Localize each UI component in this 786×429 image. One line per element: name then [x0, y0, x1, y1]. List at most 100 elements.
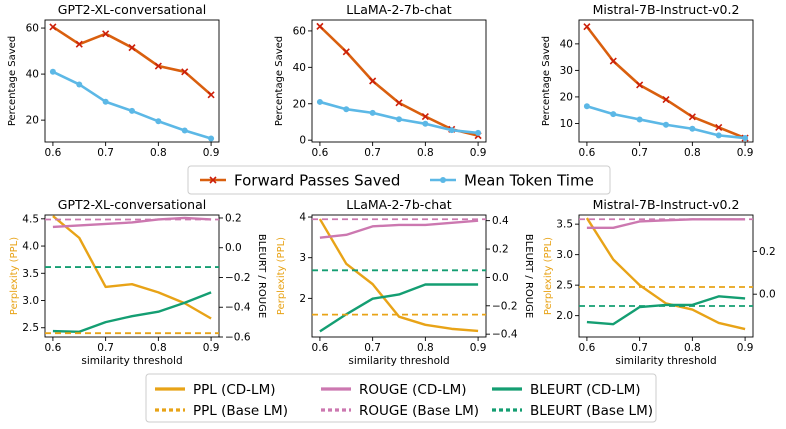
y-right-tick-label: −0.6	[225, 332, 251, 344]
data-point-x-marker	[421, 112, 429, 121]
data-point-x-marker	[128, 44, 136, 52]
y-right-tick-label: 0.0	[759, 289, 776, 301]
legend-label: Forward Passes Saved	[234, 172, 400, 190]
legend-top: Forward Passes Saved Mean Token Time	[187, 165, 611, 195]
series-rouge-cd-lm-line	[319, 219, 479, 239]
y-tick-label: 3.5	[556, 219, 573, 231]
series-rouge-cd-lm-line	[586, 218, 746, 230]
data-point-x-marker	[342, 48, 350, 56]
y-right-axis-label: BLEURT / ROUGE	[256, 234, 267, 318]
y-right-tick-label: 0.2	[225, 212, 242, 224]
y-right-axis-label: BLEURT / ROUGE	[523, 234, 534, 318]
data-point-x-marker	[715, 123, 723, 131]
y-tick-label: 4.0	[22, 241, 39, 253]
x-tick-label: 0.9	[737, 147, 754, 159]
y-tick-label: 30	[560, 65, 573, 77]
chart-panel-6: Mistral-7B-Instruct-v0.2 0.6 0.7 0.8 0.9 2.0 2…	[543, 197, 776, 367]
series-ppl-cd-lm-line	[318, 218, 479, 333]
y-tick-label: 60	[26, 23, 39, 35]
legend-dot-marker	[440, 177, 446, 183]
data-point-dot	[343, 106, 350, 113]
x-tick-label: 0.7	[97, 342, 114, 354]
y-right-tick-label: −0.4	[492, 329, 518, 341]
y-tick-label: 3	[299, 252, 306, 264]
series-rouge-cd-lm-line	[52, 216, 212, 229]
legend-label: PPL (CD-LM)	[193, 382, 276, 398]
y-tick-label: 40	[293, 62, 306, 74]
y-tick-label: 2.5	[22, 322, 39, 334]
x-tick-label: 0.8	[417, 342, 434, 354]
plot-frame	[578, 214, 754, 338]
y-tick-label: 4	[299, 212, 306, 224]
series-forward-passes-saved-line	[585, 25, 746, 140]
y-axis-label: Perplexity (PPL)	[543, 237, 554, 315]
y-tick-label: 4.5	[22, 213, 39, 225]
x-tick-label: 0.8	[684, 342, 701, 354]
x-tick-label: 0.6	[45, 342, 62, 354]
plot-frame	[311, 19, 487, 143]
data-point-dot	[636, 116, 643, 123]
y-tick-label: 20	[26, 115, 39, 127]
y-axis-label: Percentage Saved	[274, 36, 285, 126]
data-point-x-marker	[49, 23, 57, 31]
data-point-dot	[583, 103, 590, 110]
data-point-dot	[208, 135, 215, 142]
y-axis-label: Perplexity (PPL)	[9, 237, 20, 315]
x-tick-label: 0.9	[737, 342, 754, 354]
series-bleurt-cd-lm-line	[319, 283, 479, 333]
x-tick-label: 0.6	[45, 147, 62, 159]
data-point-x-marker	[395, 99, 403, 107]
data-point-dot	[76, 81, 83, 88]
x-tick-label: 0.7	[631, 342, 648, 354]
chart-panel-5: LLaMA-2-7b-chat 0.6 0.7 0.8 0.9 2 3 4 −0.4 −0.2 0.…	[276, 197, 534, 367]
y-right-tick-label: 0.4	[492, 215, 509, 227]
y-tick-label: 2.0	[556, 310, 573, 322]
data-point-dot	[369, 109, 376, 116]
x-tick-label: 0.8	[417, 147, 434, 159]
chart-title: LLaMA-2-7b-chat	[346, 197, 451, 212]
y-tick-label: 40	[560, 38, 573, 50]
chart-title: Mistral-7B-Instruct-v0.2	[593, 2, 740, 17]
y-right-tick-label: 0.2	[492, 244, 509, 256]
y-right-tick-label: 0.0	[492, 272, 509, 284]
data-point-dot	[448, 127, 455, 134]
x-axis-label: similarity threshold	[81, 355, 182, 367]
data-point-dot	[181, 127, 188, 134]
data-point-dot	[155, 118, 162, 125]
y-tick-label: 2.5	[556, 280, 573, 292]
x-tick-label: 0.9	[470, 147, 487, 159]
plot-frame	[44, 214, 220, 338]
data-point-dot	[715, 132, 722, 139]
data-point-dot	[49, 68, 56, 75]
y-tick-label: 3.0	[556, 249, 573, 261]
data-point-x-marker	[636, 81, 644, 89]
y-axis-label: Percentage Saved	[541, 36, 552, 126]
x-tick-label: 0.6	[312, 147, 329, 159]
series-bleurt-cd-lm-line	[52, 291, 212, 333]
legend-bottom-frame	[145, 373, 657, 423]
x-tick-label: 0.9	[203, 147, 220, 159]
plot-frame	[311, 214, 487, 338]
y-tick-label: 3.0	[22, 295, 39, 307]
plot-frame	[44, 19, 220, 143]
chart-panel-3: Mistral-7B-Instruct-v0.2 0.6 0.7 0.8 0.9 10 20…	[541, 2, 754, 159]
data-point-x-marker	[154, 62, 162, 70]
y-tick-label: 20	[560, 91, 573, 103]
legend-label: ROUGE (CD-LM)	[359, 382, 467, 398]
data-point-x-marker	[207, 91, 215, 99]
data-point-dot	[396, 116, 402, 123]
x-tick-label: 0.6	[579, 147, 596, 159]
data-point-dot	[129, 107, 135, 114]
series-ppl-cd-lm-line	[585, 217, 746, 331]
chart-title: GPT2-XL-conversational	[58, 2, 206, 17]
chart-panel-4: GPT2-XL-conversational 0.6 0.7 0.8 0.9 2.5 3.0…	[9, 197, 267, 367]
legend-x-marker	[209, 176, 217, 184]
x-tick-label: 0.8	[150, 147, 167, 159]
series-mean-token-time-line	[52, 70, 212, 140]
chart-panel-2: LLaMA-2-7b-chat 0.6 0.7 0.8 0.9 0 20 40 60 Percen…	[274, 2, 487, 159]
y-axis-label: Perplexity (PPL)	[276, 237, 287, 315]
chart-panel-1: GPT2-XL-conversational 0.6 0.7 0.8 0.9 20 40 60…	[7, 2, 220, 159]
legend-bottom: PPL (CD-LM) ROUGE (CD-LM) BLEURT (CD-LM) PP…	[145, 373, 657, 423]
data-point-dot	[610, 111, 617, 118]
